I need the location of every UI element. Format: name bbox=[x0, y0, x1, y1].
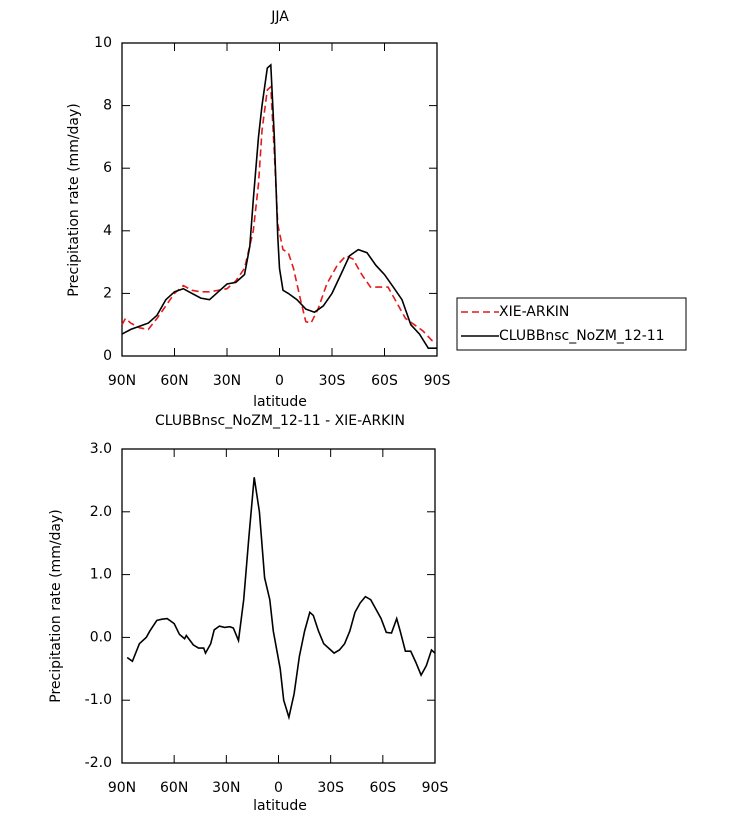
x-axis-label: latitude bbox=[253, 798, 307, 814]
legend-box bbox=[456, 297, 687, 351]
x-tick-label: 60N bbox=[160, 373, 188, 389]
x-tick-label: 30N bbox=[212, 780, 240, 796]
x-tick-label: 90S bbox=[422, 780, 449, 796]
x-tick-label: 30S bbox=[317, 780, 344, 796]
data-line bbox=[126, 477, 436, 721]
x-tick-label: 90N bbox=[108, 780, 136, 796]
y-tick-label: 2 bbox=[103, 285, 112, 301]
y-tick-label: 0 bbox=[103, 348, 112, 364]
x-tick-label: 0 bbox=[275, 373, 284, 389]
x-axis-label: latitude bbox=[253, 394, 307, 410]
chart-title: JJA bbox=[270, 9, 289, 25]
y-tick-label: -2.0 bbox=[85, 755, 112, 771]
y-tick-label: 6 bbox=[103, 160, 112, 176]
y-axis-label: Precipitation rate (mm/day) bbox=[66, 103, 82, 297]
y-tick-label: 0.0 bbox=[90, 629, 112, 645]
y-tick-label: 1.0 bbox=[90, 567, 112, 583]
x-tick-label: 30N bbox=[213, 373, 241, 389]
legend-label: CLUBBnsc_NoZM_12-11 bbox=[499, 328, 665, 344]
plot-frame bbox=[121, 42, 438, 357]
x-tick-label: 60N bbox=[160, 780, 188, 796]
x-tick-label: 0 bbox=[274, 780, 283, 796]
x-tick-label: 90S bbox=[424, 373, 451, 389]
y-tick-label: 4 bbox=[103, 223, 112, 239]
y-tick-label: 8 bbox=[103, 98, 112, 114]
chart-title: CLUBBnsc_NoZM_12-11 - XIE-ARKIN bbox=[155, 413, 405, 429]
y-axis-label: Precipitation rate (mm/day) bbox=[48, 509, 64, 703]
data-line bbox=[121, 85, 437, 342]
legend-label: XIE-ARKIN bbox=[499, 304, 569, 320]
y-tick-label: 3.0 bbox=[90, 441, 112, 457]
plot-frame bbox=[121, 448, 436, 764]
x-tick-label: 30S bbox=[319, 373, 346, 389]
y-tick-label: 10 bbox=[94, 35, 112, 51]
y-tick-label: -1.0 bbox=[85, 692, 112, 708]
y-tick-label: 2.0 bbox=[90, 504, 112, 520]
x-tick-label: 60S bbox=[371, 373, 398, 389]
data-line bbox=[121, 63, 437, 349]
x-tick-label: 90N bbox=[108, 373, 136, 389]
x-tick-label: 60S bbox=[369, 780, 396, 796]
